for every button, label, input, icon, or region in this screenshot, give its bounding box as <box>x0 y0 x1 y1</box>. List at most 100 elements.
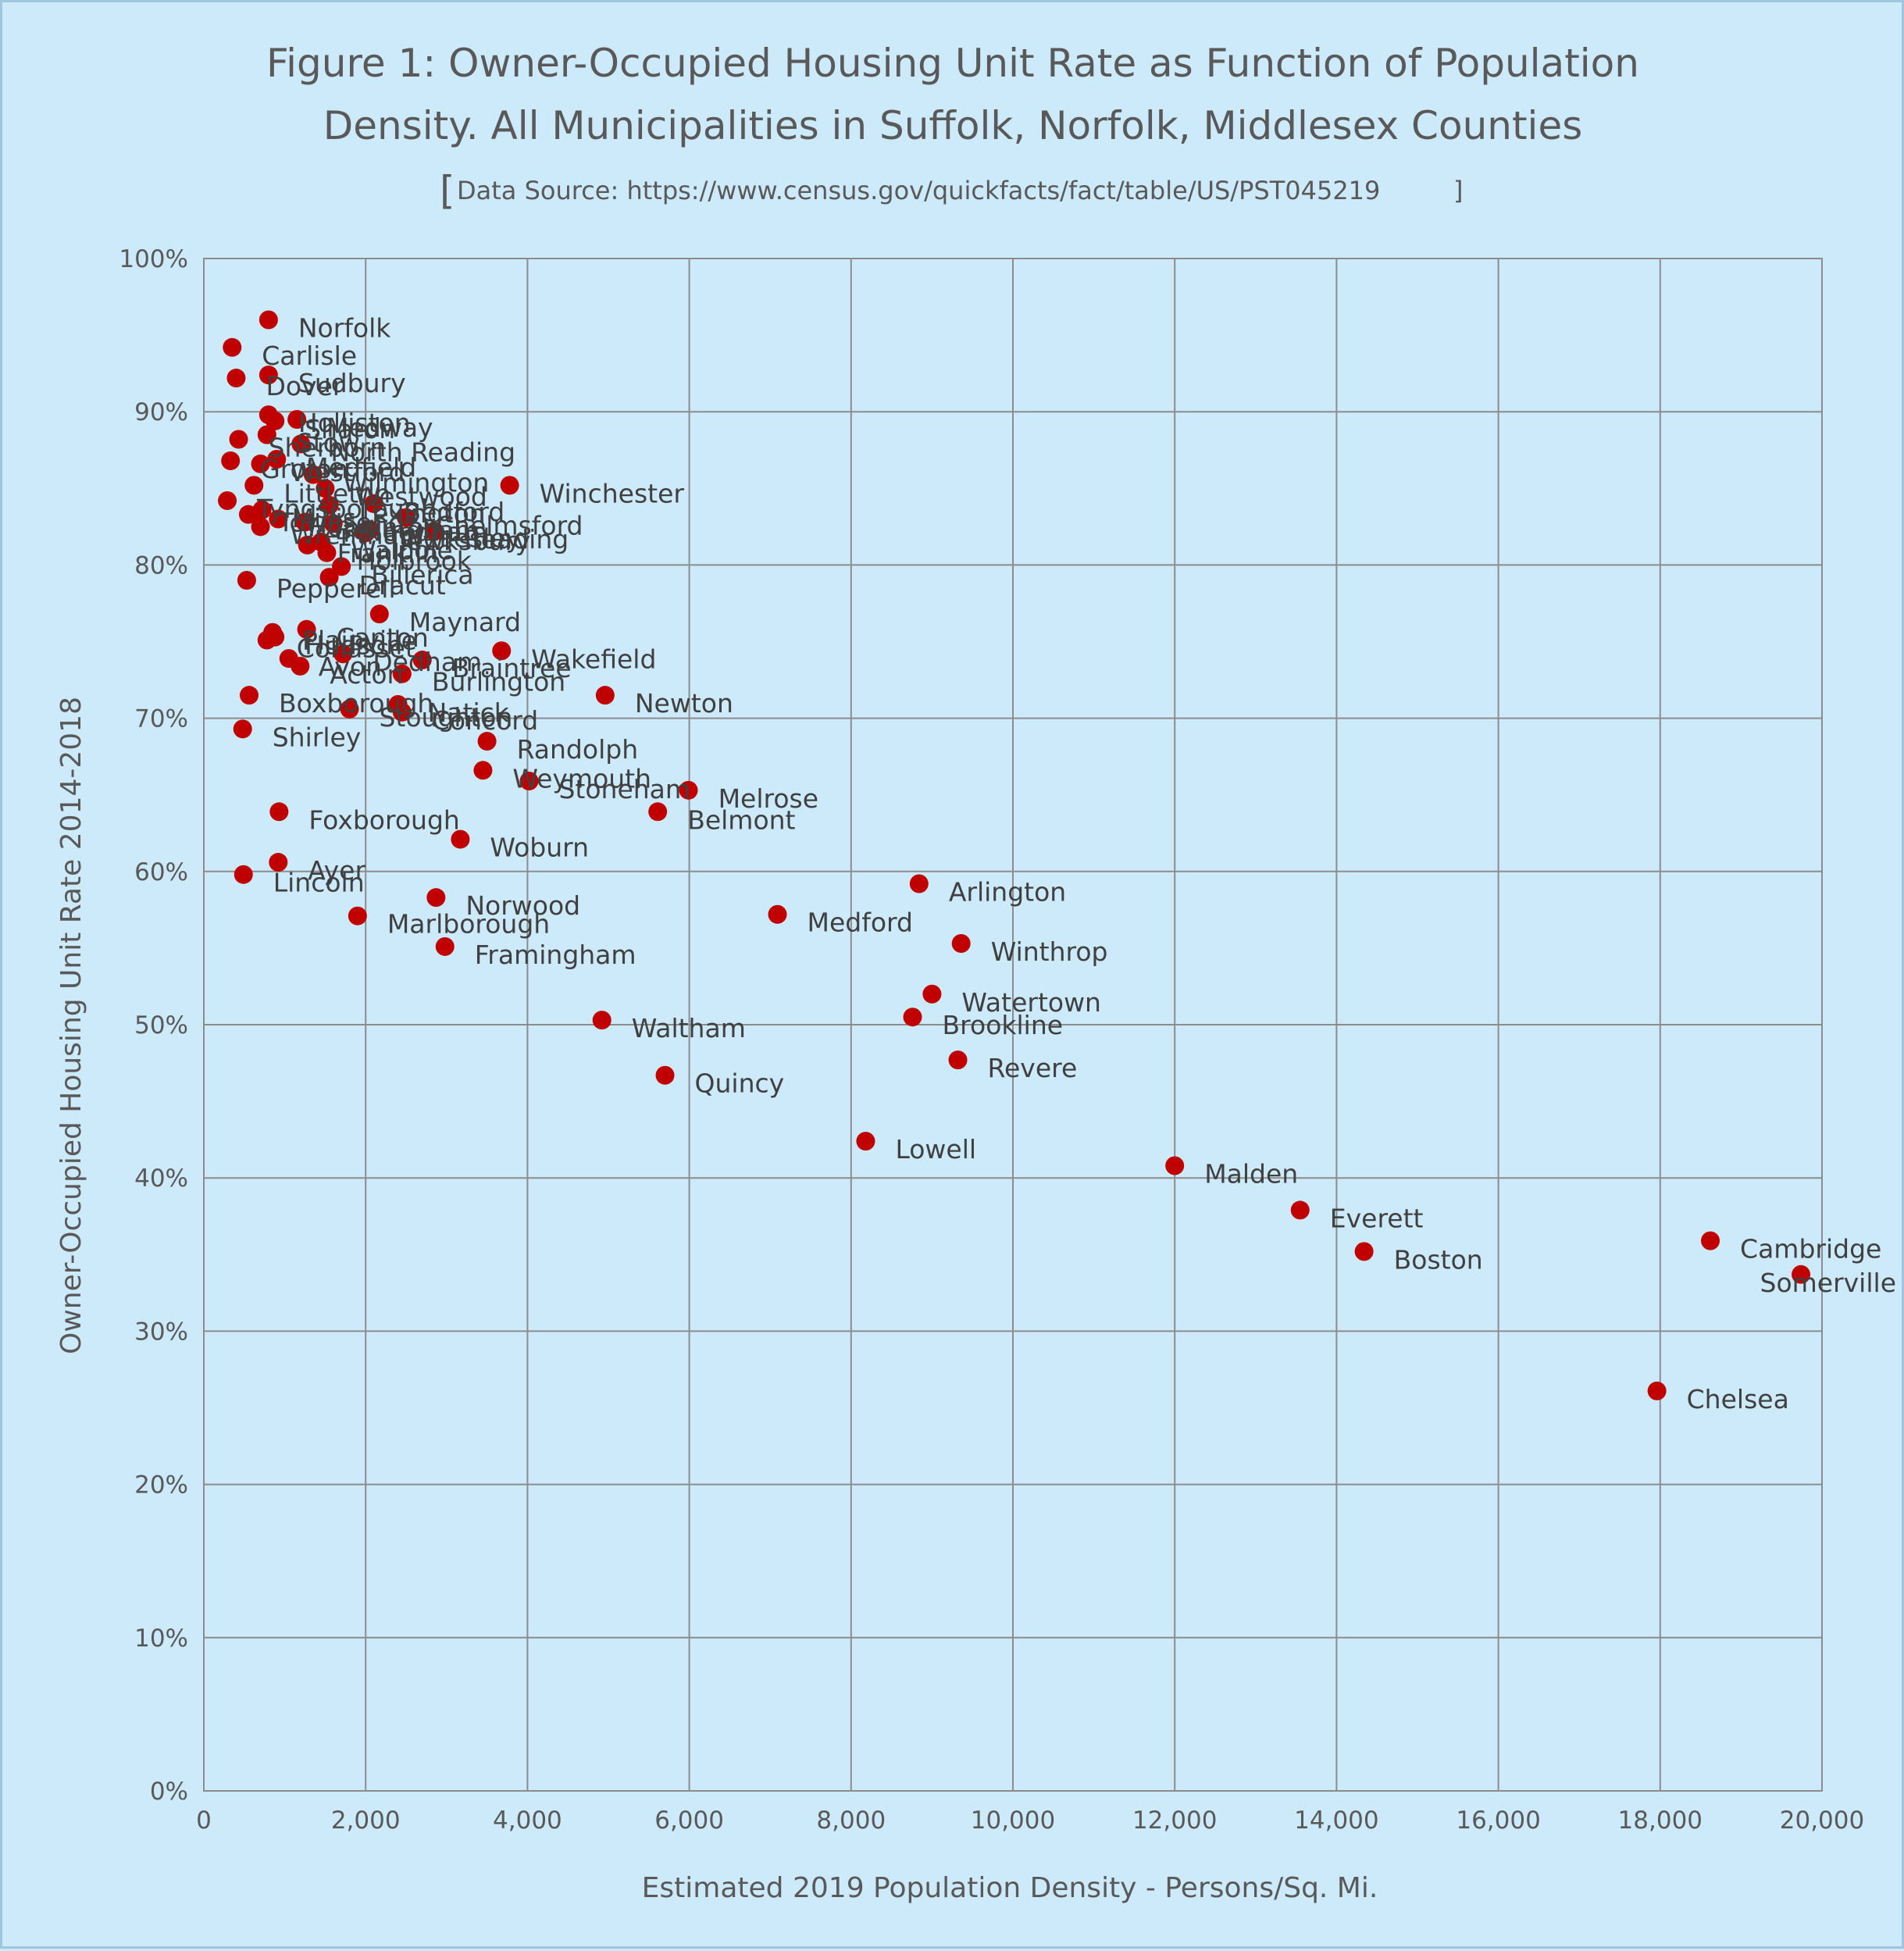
data-point-label: Lowell <box>895 1134 976 1165</box>
x-tick-label: 2,000 <box>331 1807 401 1835</box>
data-point-label: Bedford <box>404 497 505 527</box>
data-point-label: Reading <box>464 524 569 555</box>
y-axis-ticks: 0% 10% 20% 30% 40% 50% 60% 70% 80% 90% 100% <box>119 245 188 1806</box>
x-tick-label: 4,000 <box>493 1807 562 1835</box>
x-tick-label: 18,000 <box>1618 1807 1703 1835</box>
data-point-label: Arlington <box>949 876 1066 907</box>
data-point <box>259 366 278 385</box>
data-point <box>1165 1156 1185 1175</box>
data-point <box>922 984 942 1004</box>
data-point <box>223 337 242 357</box>
chart-subtitle: Data Source: https://www.census.gov/quic… <box>457 176 1380 205</box>
data-point <box>221 451 241 470</box>
data-point <box>451 829 470 849</box>
data-point-label: Littleton <box>283 478 390 508</box>
data-point-label: Holliston <box>298 408 411 438</box>
x-tick-label: 12,000 <box>1132 1807 1217 1835</box>
data-points <box>218 310 1811 1400</box>
x-tick-label: 14,000 <box>1294 1807 1378 1835</box>
data-point <box>269 853 288 872</box>
data-point-label: Wrentham <box>291 519 424 550</box>
data-point <box>392 702 412 722</box>
data-point-label: Burlington <box>432 667 565 697</box>
data-point-label: Malden <box>1204 1159 1298 1190</box>
data-point-label: Sudbury <box>298 368 406 398</box>
data-point <box>317 543 337 562</box>
data-point-label: Foxborough <box>308 804 459 835</box>
data-point <box>903 1008 922 1027</box>
data-point-label: Westwood <box>355 481 487 512</box>
data-point-label: Westford <box>291 457 405 487</box>
data-point <box>303 465 323 484</box>
data-point-label: Canton <box>337 622 429 653</box>
data-point-label: Melrose <box>718 783 818 814</box>
y-tick-label: 0% <box>150 1778 188 1806</box>
data-point <box>340 699 359 719</box>
data-point-label: Franklin <box>337 538 439 569</box>
data-point-label: Chelmsford <box>436 511 583 541</box>
data-point-label: Pepperell <box>276 573 396 604</box>
data-point-label: Walpole <box>351 535 453 565</box>
data-point-label: Boxborough <box>279 688 433 719</box>
data-point <box>319 495 339 515</box>
data-point-label: Winthrop <box>991 936 1108 967</box>
data-point <box>951 934 971 954</box>
y-tick-label: 100% <box>119 245 188 273</box>
data-point <box>237 571 256 590</box>
data-point <box>592 1011 611 1030</box>
chart-title-line-2: Density. All Municipalities in Suffolk, … <box>323 103 1583 148</box>
data-point <box>269 802 289 822</box>
data-point-label: Avon <box>319 651 382 682</box>
data-point-label: Medfield <box>306 452 416 483</box>
data-point <box>259 310 278 330</box>
y-tick-label: 10% <box>134 1625 188 1653</box>
data-point-label: Newton <box>635 688 733 719</box>
data-point <box>257 425 276 444</box>
data-point <box>297 619 316 639</box>
subtitle-open-bracket: [ <box>440 168 455 213</box>
data-point-label: Millis <box>292 503 356 533</box>
data-point <box>218 490 237 510</box>
data-point <box>244 476 264 495</box>
data-point <box>595 686 615 705</box>
data-point <box>360 520 380 540</box>
data-point-label: Sharon <box>305 414 395 444</box>
data-point-label: Norwood <box>465 890 580 921</box>
data-point-label: Holbrook <box>356 546 472 576</box>
data-point <box>1701 1231 1720 1250</box>
data-point-label: Wilmington <box>343 468 489 498</box>
data-point <box>492 641 512 661</box>
data-point <box>323 514 343 533</box>
data-point-label: Quincy <box>695 1068 785 1099</box>
data-point-label: Stoneham <box>558 774 690 804</box>
data-point <box>291 656 310 676</box>
data-point <box>234 865 253 884</box>
data-point <box>369 605 389 624</box>
x-tick-label: 8,000 <box>816 1807 886 1835</box>
data-point-label: Hopkinton <box>308 512 440 543</box>
data-point <box>392 664 412 683</box>
data-point-label: Winchester <box>540 478 685 508</box>
data-point-label: Boston <box>1394 1244 1483 1275</box>
plot-area <box>203 258 1823 1792</box>
data-point <box>473 761 493 780</box>
data-point-label: Shirley <box>273 722 362 752</box>
x-tick-label: 20,000 <box>1780 1807 1864 1835</box>
data-point-label: Stow <box>297 428 360 458</box>
data-point <box>412 651 432 670</box>
data-point <box>679 780 698 800</box>
x-tick-label: 6,000 <box>654 1807 724 1835</box>
data-point-label: Natick <box>428 697 510 728</box>
data-point-label: Needham <box>363 516 488 547</box>
data-point-label: Waltham <box>632 1013 746 1043</box>
data-point-label: Braintree <box>452 653 572 683</box>
data-point-label: Belmont <box>687 804 795 835</box>
data-point <box>266 411 285 430</box>
data-point <box>251 517 270 537</box>
data-point <box>287 410 307 430</box>
data-point <box>240 686 259 705</box>
data-point-label: Tewksbury <box>394 526 530 556</box>
data-point <box>856 1132 875 1151</box>
data-point <box>426 888 446 908</box>
